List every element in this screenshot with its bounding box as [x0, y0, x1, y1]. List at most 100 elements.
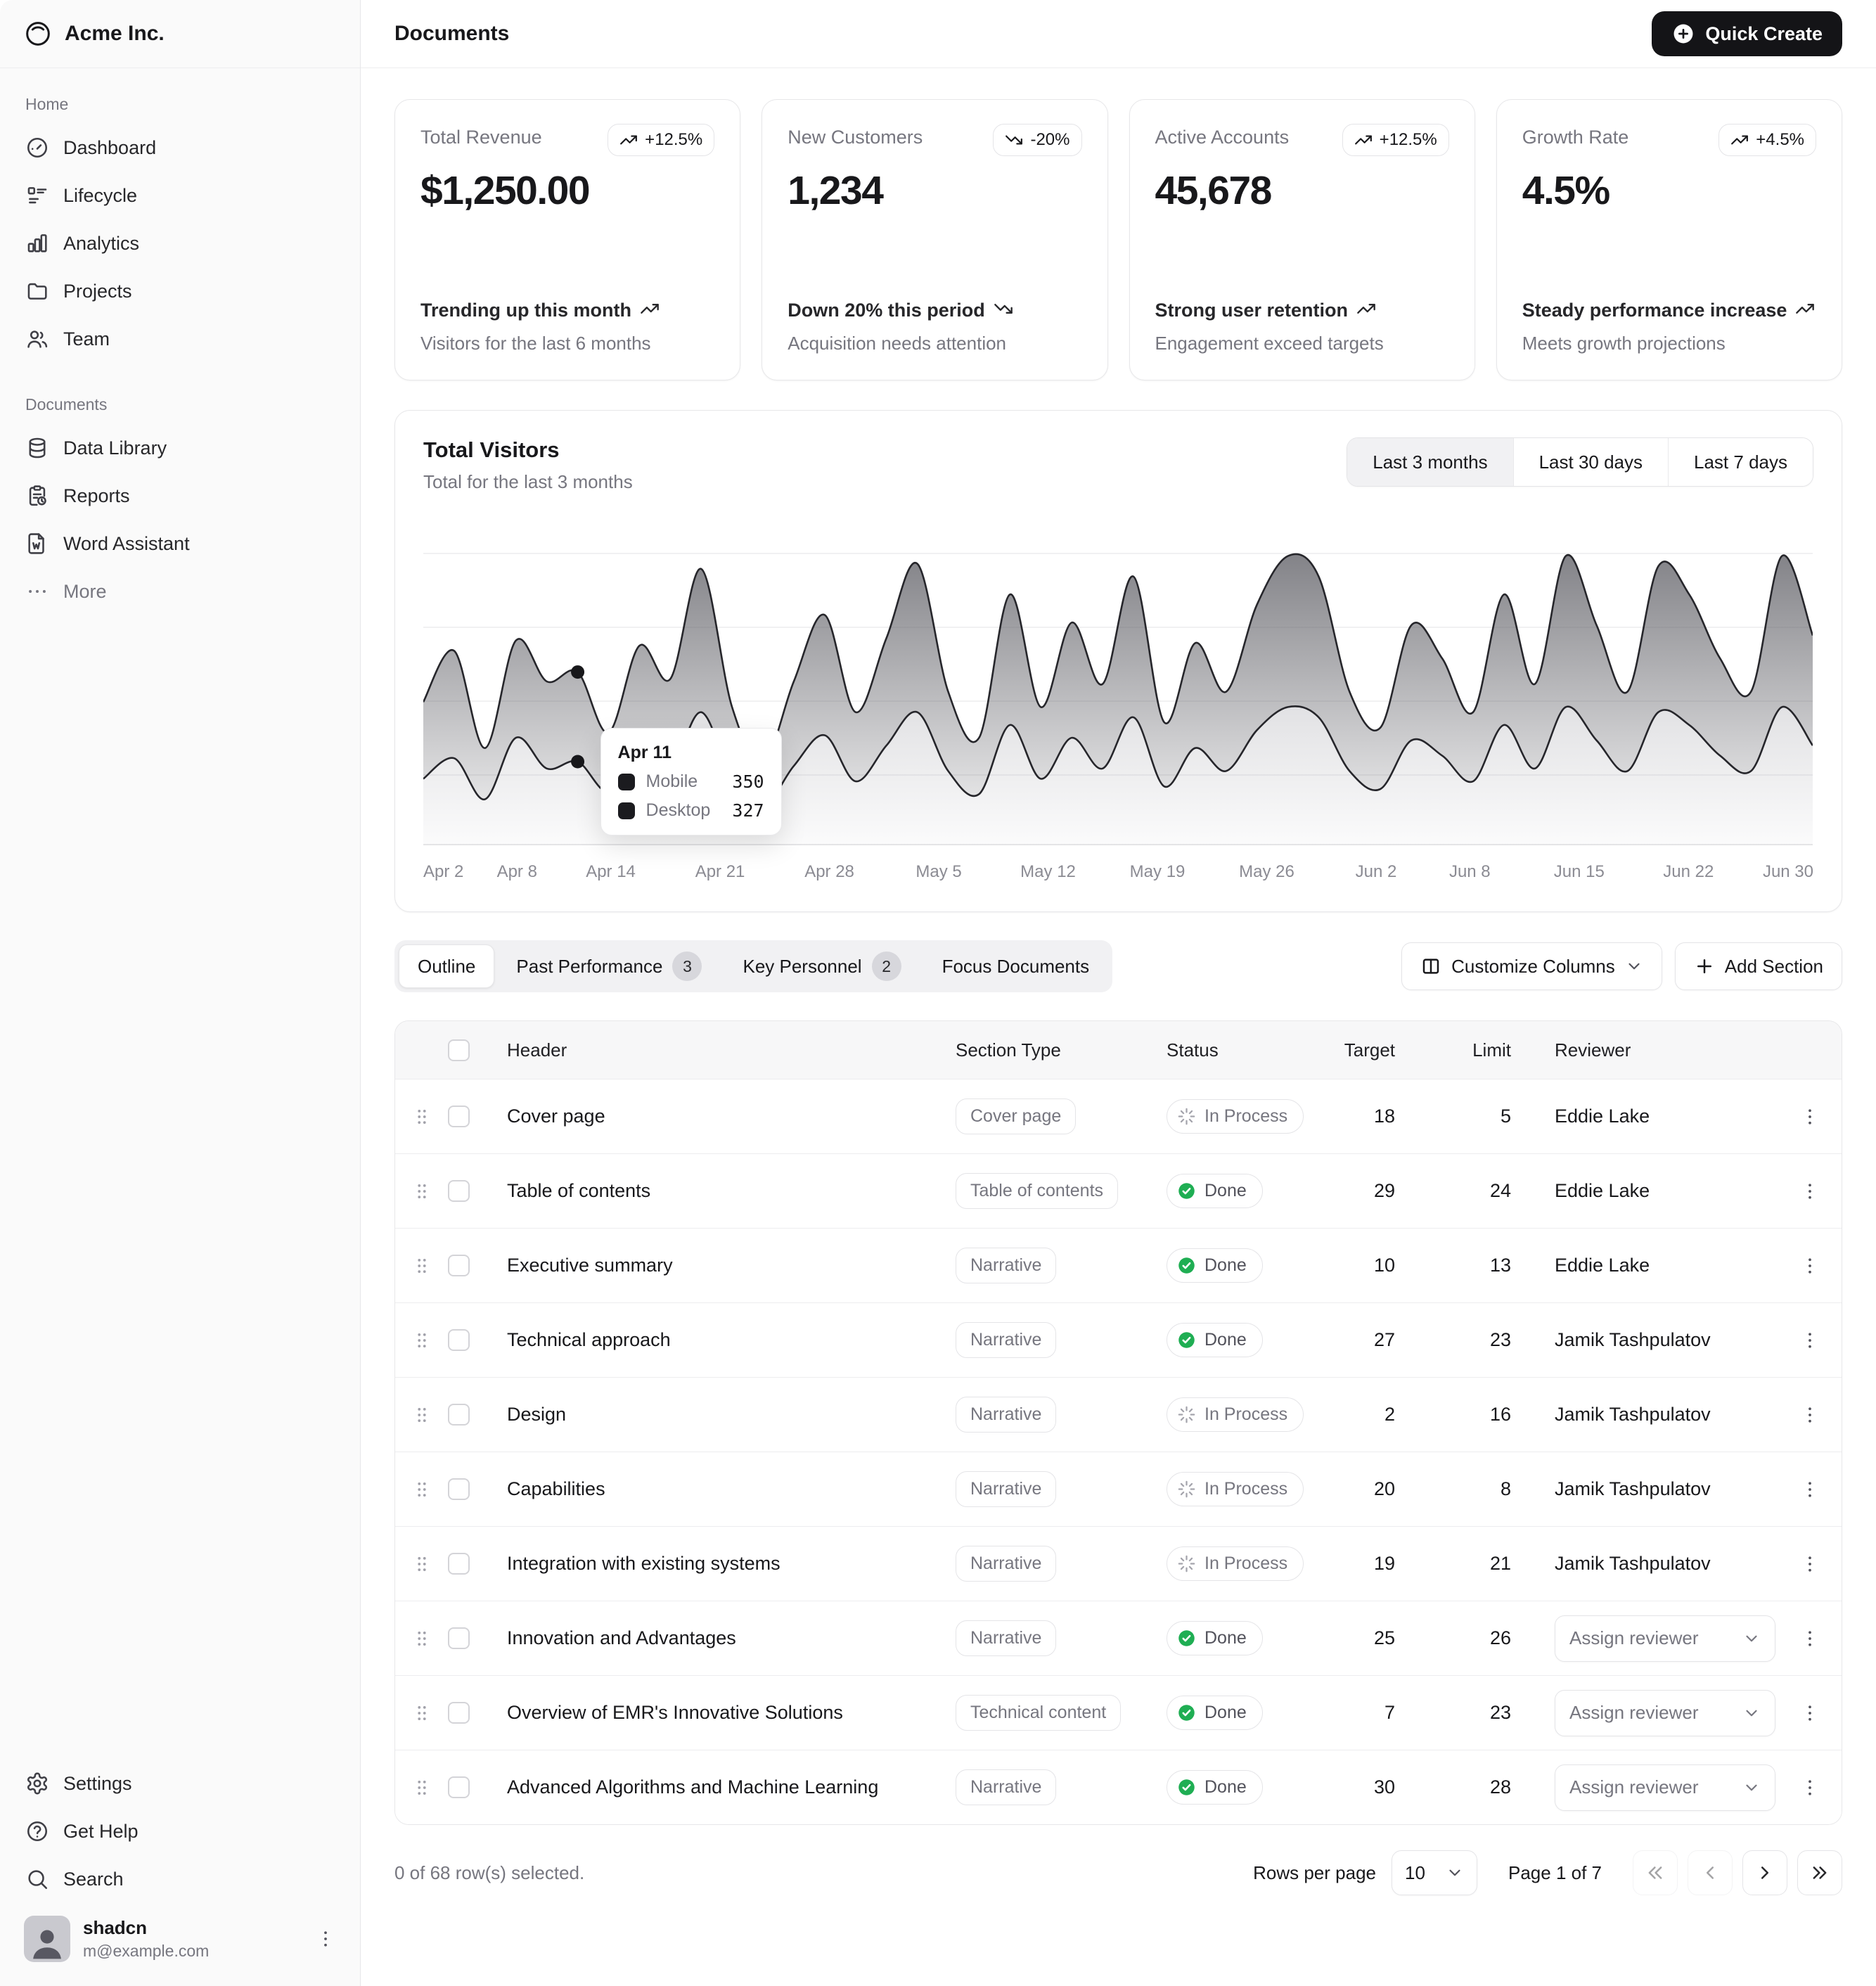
row-menu-ellipsis-icon[interactable] — [1799, 1255, 1820, 1276]
row-menu-ellipsis-icon[interactable] — [1799, 1777, 1820, 1798]
target-value[interactable]: 30 — [1373, 1776, 1395, 1798]
row-menu-ellipsis-icon[interactable] — [1799, 1404, 1820, 1426]
stat-value: 1,234 — [788, 168, 884, 213]
sidebar-item-projects[interactable]: Projects — [13, 267, 347, 315]
limit-value[interactable]: 16 — [1489, 1404, 1511, 1425]
range-last-7-days[interactable]: Last 7 days — [1668, 438, 1813, 486]
limit-value[interactable]: 21 — [1489, 1553, 1511, 1574]
sidebar-item-settings[interactable]: Settings — [13, 1760, 347, 1807]
x-tick: May 26 — [1239, 862, 1294, 881]
drag-handle-icon[interactable] — [411, 1777, 432, 1798]
brand[interactable]: Acme Inc. — [0, 0, 360, 68]
sidebar-item-analytics[interactable]: Analytics — [13, 219, 347, 267]
row-checkbox[interactable] — [448, 1702, 470, 1724]
row-checkbox[interactable] — [448, 1180, 470, 1202]
limit-value[interactable]: 28 — [1489, 1776, 1511, 1798]
limit-value[interactable]: 13 — [1489, 1255, 1511, 1276]
tab-focus-documents[interactable]: Focus Documents — [942, 955, 1090, 977]
sidebar-item-more[interactable]: More — [13, 568, 347, 615]
user-menu-ellipsis-icon[interactable] — [315, 1928, 336, 1949]
target-value[interactable]: 7 — [1384, 1702, 1395, 1723]
row-title[interactable]: Executive summary — [507, 1255, 673, 1276]
sidebar-item-lifecycle[interactable]: Lifecycle — [13, 172, 347, 219]
limit-value[interactable]: 23 — [1489, 1702, 1511, 1723]
drag-handle-icon[interactable] — [411, 1404, 432, 1426]
sidebar-item-dashboard[interactable]: Dashboard — [13, 124, 347, 172]
row-checkbox[interactable] — [448, 1627, 470, 1649]
sidebar-item-get-help[interactable]: Get Help — [13, 1807, 347, 1855]
row-title[interactable]: Design — [507, 1404, 567, 1425]
target-value[interactable]: 29 — [1373, 1180, 1395, 1201]
tab-outline[interactable]: Outline — [399, 944, 495, 988]
row-menu-ellipsis-icon[interactable] — [1799, 1181, 1820, 1202]
target-value[interactable]: 19 — [1373, 1553, 1395, 1574]
row-checkbox[interactable] — [448, 1553, 470, 1575]
row-title[interactable]: Overview of EMR's Innovative Solutions — [507, 1702, 843, 1723]
limit-value[interactable]: 23 — [1489, 1329, 1511, 1350]
sidebar-item-word-assistant[interactable]: Word Assistant — [13, 520, 347, 568]
customize-columns-button[interactable]: Customize Columns — [1401, 942, 1662, 990]
target-value[interactable]: 27 — [1373, 1329, 1395, 1350]
drag-handle-icon[interactable] — [411, 1181, 432, 1202]
quick-create-button[interactable]: Quick Create — [1652, 11, 1842, 56]
row-title[interactable]: Table of contents — [507, 1180, 651, 1201]
sidebar-item-reports[interactable]: Reports — [13, 472, 347, 520]
folder-icon — [25, 279, 49, 303]
row-menu-ellipsis-icon[interactable] — [1799, 1330, 1820, 1351]
reviewer-name: Jamik Tashpulatov — [1555, 1329, 1711, 1350]
row-title[interactable]: Advanced Algorithms and Machine Learning — [507, 1776, 879, 1798]
row-checkbox[interactable] — [448, 1478, 470, 1500]
user-menu[interactable]: shadcn m@example.com — [13, 1903, 347, 1980]
assign-reviewer-select[interactable]: Assign reviewer — [1555, 1615, 1775, 1662]
row-menu-ellipsis-icon[interactable] — [1799, 1703, 1820, 1724]
row-title[interactable]: Technical approach — [507, 1329, 671, 1350]
row-title[interactable]: Innovation and Advantages — [507, 1627, 736, 1648]
drag-handle-icon[interactable] — [411, 1628, 432, 1649]
row-title[interactable]: Integration with existing systems — [507, 1553, 780, 1574]
sidebar-item-label: Analytics — [63, 232, 140, 254]
target-value[interactable]: 2 — [1384, 1404, 1395, 1425]
drag-handle-icon[interactable] — [411, 1703, 432, 1724]
target-value[interactable]: 18 — [1373, 1106, 1395, 1127]
row-checkbox[interactable] — [448, 1329, 470, 1351]
drag-handle-icon[interactable] — [411, 1479, 432, 1500]
row-menu-ellipsis-icon[interactable] — [1799, 1106, 1820, 1127]
limit-value[interactable]: 5 — [1500, 1106, 1511, 1127]
row-checkbox[interactable] — [448, 1255, 470, 1276]
drag-handle-icon[interactable] — [411, 1255, 432, 1276]
add-section-button[interactable]: Add Section — [1674, 942, 1842, 990]
x-tick: Jun 15 — [1553, 862, 1605, 881]
last-page-button[interactable] — [1797, 1850, 1842, 1895]
drag-handle-icon[interactable] — [411, 1330, 432, 1351]
limit-value[interactable]: 8 — [1500, 1478, 1511, 1499]
select-all-checkbox[interactable] — [448, 1039, 470, 1061]
row-title[interactable]: Cover page — [507, 1106, 605, 1127]
drag-handle-icon[interactable] — [411, 1553, 432, 1575]
drag-handle-icon[interactable] — [411, 1106, 432, 1127]
target-value[interactable]: 20 — [1373, 1478, 1395, 1499]
target-value[interactable]: 25 — [1373, 1627, 1395, 1648]
row-checkbox[interactable] — [448, 1106, 470, 1127]
range-last-3-months[interactable]: Last 3 months — [1347, 438, 1513, 486]
first-page-button[interactable] — [1633, 1850, 1678, 1895]
rows-per-page-select[interactable]: 10 — [1392, 1850, 1477, 1895]
next-page-button[interactable] — [1742, 1850, 1787, 1895]
sidebar-item-team[interactable]: Team — [13, 315, 347, 363]
range-last-30-days[interactable]: Last 30 days — [1512, 438, 1669, 486]
sidebar-item-data-library[interactable]: Data Library — [13, 424, 347, 472]
target-value[interactable]: 10 — [1373, 1255, 1395, 1276]
limit-value[interactable]: 24 — [1489, 1180, 1511, 1201]
tab-past-performance[interactable]: Past Performance 3 — [497, 944, 721, 988]
assign-reviewer-select[interactable]: Assign reviewer — [1555, 1764, 1775, 1811]
tab-key-personnel[interactable]: Key Personnel 2 — [724, 944, 920, 988]
row-title[interactable]: Capabilities — [507, 1478, 605, 1499]
limit-value[interactable]: 26 — [1489, 1627, 1511, 1648]
row-checkbox[interactable] — [448, 1404, 470, 1426]
prev-page-button[interactable] — [1688, 1850, 1733, 1895]
row-menu-ellipsis-icon[interactable] — [1799, 1479, 1820, 1500]
assign-reviewer-select[interactable]: Assign reviewer — [1555, 1689, 1775, 1736]
sidebar-item-search[interactable]: Search — [13, 1855, 347, 1903]
row-menu-ellipsis-icon[interactable] — [1799, 1628, 1820, 1649]
row-menu-ellipsis-icon[interactable] — [1799, 1553, 1820, 1575]
row-checkbox[interactable] — [448, 1776, 470, 1798]
